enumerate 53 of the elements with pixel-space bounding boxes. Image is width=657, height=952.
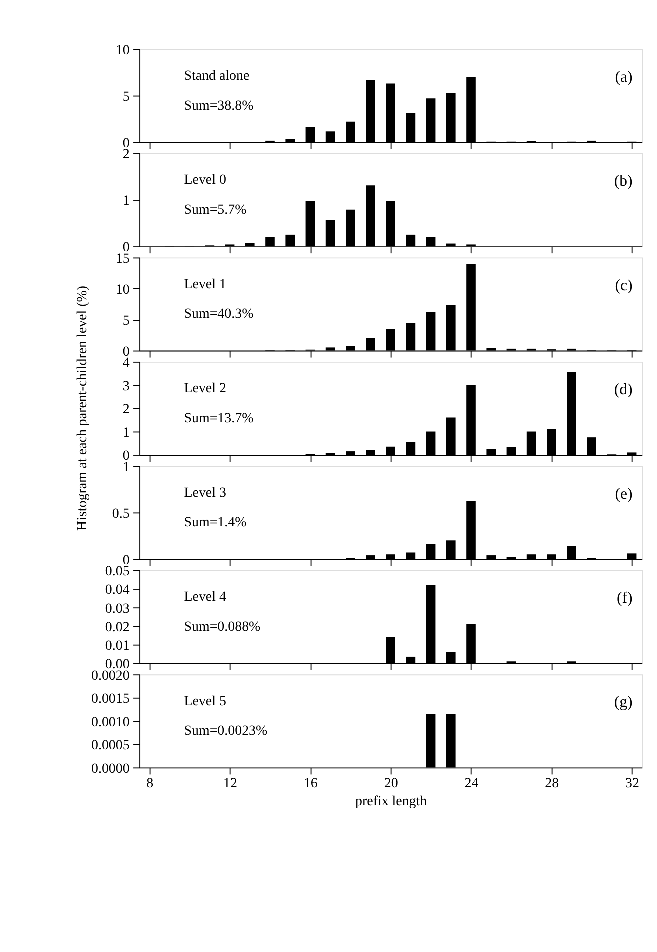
y-tick-label: 10 — [116, 43, 130, 58]
annotation: Level 5 — [184, 694, 226, 710]
y-tick-label: 1 — [122, 460, 130, 476]
y-tick-label: 2 — [122, 402, 130, 418]
annotation: (f) — [616, 590, 633, 607]
y-tick-label: 0.04 — [105, 583, 130, 598]
annotation: Sum=38.8% — [184, 98, 254, 114]
x-tick-label: 12 — [224, 776, 238, 792]
y-tick-label: 0.03 — [105, 602, 130, 617]
x-tick-label: 8 — [146, 776, 154, 792]
x-tick-label: 20 — [384, 776, 398, 792]
y-tick-label: 1 — [122, 194, 130, 210]
y-axis-title: Histogram at each parent-children level (%) — [76, 286, 91, 531]
annotation: Sum=5.7% — [184, 203, 248, 218]
y-tick-label: 4 — [122, 356, 130, 372]
y-tick-label: 2 — [122, 148, 130, 163]
y-tick-label: 0.01 — [105, 638, 130, 654]
annotation: Level 3 — [184, 486, 226, 501]
y-tick-label: 0.5 — [112, 506, 130, 522]
y-tick-label: 0.02 — [105, 620, 130, 636]
y-tick-label: 15 — [116, 252, 130, 267]
annotation: (g) — [614, 694, 633, 712]
annotation: Level 4 — [184, 590, 226, 606]
y-tick-label: 3 — [122, 379, 130, 394]
y-tick-label: 5 — [122, 314, 130, 329]
y-tick-label: 5 — [122, 90, 130, 105]
annotation: Sum=13.7% — [184, 411, 254, 426]
y-tick-label: 0.0000 — [91, 762, 130, 777]
annotation: (a) — [615, 68, 633, 86]
y-tick-label: 0.0020 — [91, 668, 130, 684]
annotation: Sum=0.088% — [184, 620, 262, 635]
annotation: Sum=0.0023% — [184, 724, 268, 740]
annotation: Level 1 — [184, 277, 226, 292]
annotation: (d) — [614, 382, 633, 399]
x-tick-label: 24 — [464, 776, 479, 792]
x-tick-label: 32 — [626, 776, 640, 792]
x-tick-label: 16 — [304, 776, 318, 792]
x-tick-label: 28 — [545, 776, 560, 792]
y-tick-label: 0.0010 — [91, 715, 130, 730]
y-tick-label: 0.0015 — [91, 692, 130, 708]
y-tick-label: 0.0005 — [91, 738, 130, 754]
y-tick-label: 1 — [122, 426, 130, 441]
annotation: Stand alone — [184, 69, 250, 84]
y-tick-label: 0.05 — [105, 564, 130, 580]
y-tick-label: 10 — [116, 282, 130, 298]
x-axis-title: prefix length — [356, 794, 428, 810]
annotation: Sum=40.3% — [184, 307, 254, 322]
annotation: (b) — [614, 173, 633, 190]
annotation: (e) — [615, 486, 633, 503]
annotation: Level 0 — [184, 173, 226, 188]
annotation: Level 2 — [184, 382, 226, 397]
annotation: (c) — [615, 277, 633, 294]
annotation: Sum=1.4% — [184, 516, 248, 531]
